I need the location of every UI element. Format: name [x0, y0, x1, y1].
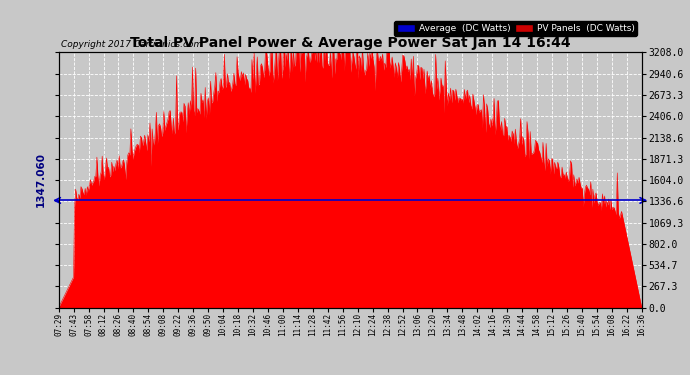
Y-axis label: 1347.060: 1347.060: [35, 153, 46, 207]
Title: Total PV Panel Power & Average Power Sat Jan 14 16:44: Total PV Panel Power & Average Power Sat…: [130, 36, 571, 50]
Y-axis label: 1347.060: 1347.060: [688, 153, 690, 207]
Text: Copyright 2017 Cartronics.com: Copyright 2017 Cartronics.com: [61, 40, 202, 49]
Legend: Average  (DC Watts), PV Panels  (DC Watts): Average (DC Watts), PV Panels (DC Watts): [395, 21, 637, 36]
